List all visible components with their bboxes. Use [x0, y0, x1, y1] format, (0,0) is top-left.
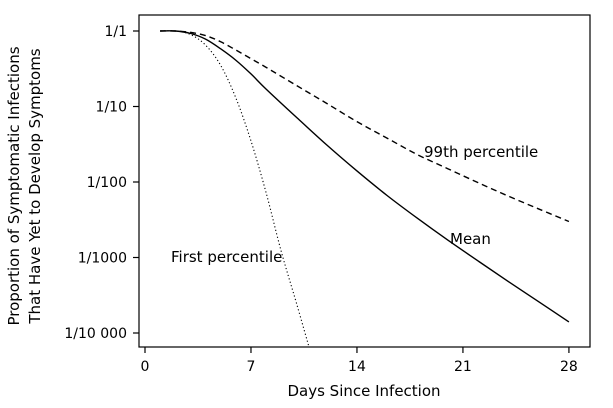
series-label-99th-percentile: 99th percentile	[424, 143, 538, 161]
x-tick-label: 14	[348, 359, 366, 375]
series-line-first-percentile	[160, 30, 310, 347]
x-tick-label: 21	[454, 359, 472, 375]
y-tick-label: 1/100	[87, 175, 127, 191]
x-tick-label: 0	[141, 359, 150, 375]
series-label-first-percentile: First percentile	[171, 248, 282, 266]
y-tick-label: 1/1000	[78, 251, 127, 267]
y-tick-label: 1/10	[96, 100, 127, 116]
x-tick-label: 7	[247, 359, 256, 375]
y-axis-title-line-2: That Have Yet to Develop Symptoms	[26, 48, 44, 324]
x-axis-title: Days Since Infection	[287, 382, 440, 400]
x-tick-label: 28	[560, 359, 578, 375]
y-tick-label: 1/10 000	[64, 326, 127, 342]
plot-frame	[138, 14, 591, 348]
series-line-99th-percentile	[160, 30, 570, 223]
series-label-mean: Mean	[450, 230, 491, 248]
y-tick-label: 1/1	[104, 24, 127, 40]
series-line-mean	[160, 30, 570, 323]
y-axis-title-line-1: Proportion of Symptomatic Infections	[5, 46, 23, 325]
